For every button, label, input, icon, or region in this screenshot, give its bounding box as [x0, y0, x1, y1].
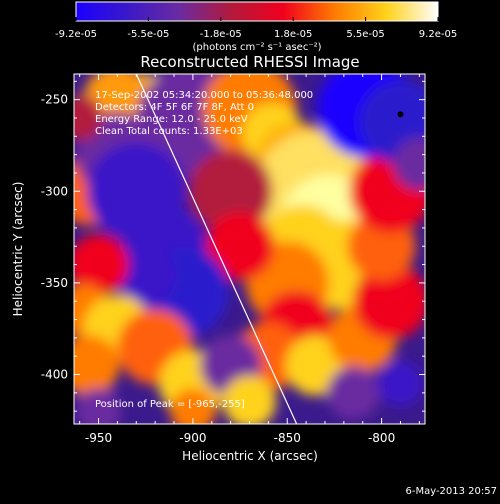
colorbar-tick-label: -1.8e-05 [200, 29, 242, 40]
heatmap-blob [326, 366, 380, 420]
annotation-clean-counts: Clean Total counts: 1.33E+03 [95, 126, 243, 137]
peak-position-label: Position of Peak = [-965,-255] [95, 399, 245, 410]
x-tick-label: -900 [179, 431, 206, 445]
heatmap-image [74, 74, 425, 424]
heatmap-blob [189, 149, 273, 233]
heatmap-blob [75, 388, 122, 424]
colorbar [75, 1, 439, 22]
y-tick-label: -250 [41, 93, 68, 107]
heatmap-blob [74, 335, 120, 396]
heatmap-blob [377, 361, 424, 407]
y-axis-ticks: -250 -300 -350 -400 [41, 80, 425, 412]
solar-limb-line [135, 74, 298, 424]
colorbar-unit-label: (photons cm⁻² s⁻¹ asec⁻²) [192, 42, 321, 53]
colorbar-ticks: -9.2e-05 -5.5e-05 -1.8e-05 1.8e-05 5.5e-05 9.… [55, 17, 457, 40]
x-tick-label: -950 [85, 431, 112, 445]
x-axis-ticks: -950 -900 -850 -800 [79, 74, 420, 445]
heatmap-blob [115, 243, 176, 304]
heatmap-blob [353, 263, 425, 339]
y-tick-label: -300 [41, 184, 68, 198]
x-tick-label: -850 [274, 431, 301, 445]
colorbar-tick-label: 5.5e-05 [346, 29, 384, 40]
heatmap-blob [170, 388, 216, 424]
annotation-time-range: 17-Sep-2002 05:34:20.000 to 05:36:48.000 [95, 90, 313, 101]
peak-marker [397, 111, 404, 118]
chart-title: Reconstructed RHESSI Image [140, 53, 359, 71]
y-tick-label: -350 [41, 276, 68, 290]
y-tick-label: -400 [41, 368, 68, 382]
annotation-detectors: Detectors: 4F 5F 6F 7F 8F, Att 0 [95, 102, 254, 113]
colorbar-tick-label: 1.8e-05 [274, 29, 312, 40]
footer-date: 6-May-2013 20:57 [405, 486, 497, 497]
x-tick-label: -800 [368, 431, 395, 445]
y-axis-label: Heliocentric Y (arcsec) [11, 182, 25, 317]
colorbar-tick-label: -9.2e-05 [55, 29, 97, 40]
annotation-block: 17-Sep-2002 05:34:20.000 to 05:36:48.000… [95, 90, 313, 137]
annotation-energy-range: Energy Range: 12.0 - 25.0 keV [95, 114, 248, 125]
colorbar-tick-label: 9.2e-05 [419, 29, 457, 40]
heatmap-blob [223, 375, 276, 424]
heatmap-blob [74, 234, 129, 295]
heatmap-blob [74, 95, 103, 141]
heatmap-blob [392, 137, 425, 191]
colorbar-tick-label: -5.5e-05 [127, 29, 169, 40]
x-axis-label: Heliocentric X (arcsec) [182, 449, 318, 463]
